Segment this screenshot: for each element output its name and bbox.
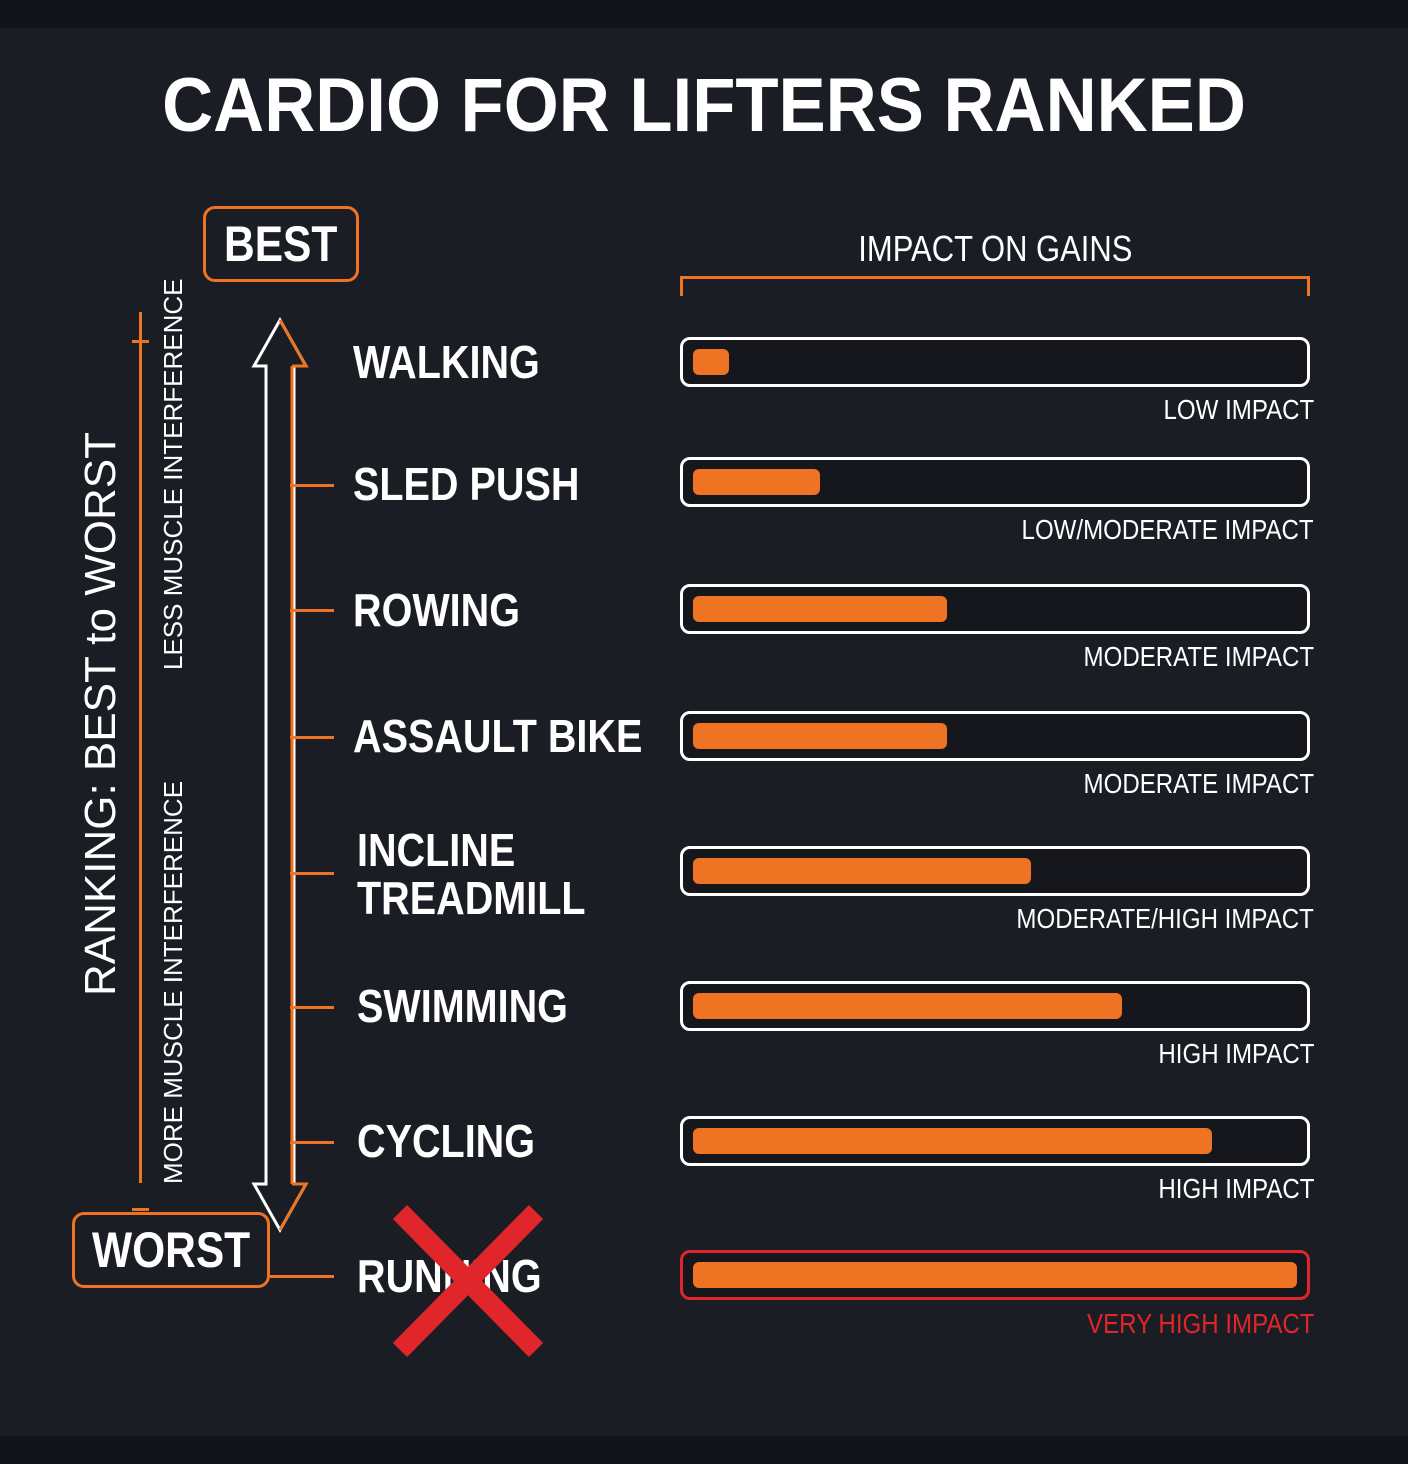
impact-label-rowing: MODERATE IMPACT [680,641,1314,673]
item-label: ROWING [353,584,521,636]
worst-badge-label: WORST [91,1222,251,1278]
item-label: ASSAULT BIKE [353,710,643,762]
bar-fill [693,596,947,622]
impact-text: LOW IMPACT [1163,394,1314,425]
impact-text: HIGH IMPACT [1157,1173,1314,1204]
range-cap-bottom [132,1208,149,1211]
bar-fill [693,723,947,749]
item-incline-treadmill: INCLINE TREADMILL [357,826,623,923]
item-sled-push: SLED PUSH [353,458,616,510]
chart-header-label: IMPACT ON GAINS [857,228,1133,269]
tick-swimming [290,1006,334,1009]
impact-text: MODERATE IMPACT [1083,641,1314,672]
bar-fill [693,993,1122,1019]
best-badge-label: BEST [224,216,338,272]
bar-cycling [680,1116,1310,1166]
tick-assault-bike [290,736,334,739]
impact-text: LOW/MODERATE IMPACT [1021,514,1314,545]
item-cycling: CYCLING [357,1115,564,1167]
bar-fill [693,858,1032,884]
item-label: SWIMMING [357,980,568,1032]
impact-text: VERY HIGH IMPACT [1086,1308,1314,1339]
bar-swimming [680,981,1310,1031]
impact-label-assault-bike: MODERATE IMPACT [680,768,1314,800]
red-x-cross-icon [392,1204,544,1358]
bar-walking [680,337,1310,387]
item-label-line-1: INCLINE [357,824,516,876]
impact-text: MODERATE/HIGH IMPACT [1016,903,1314,934]
worst-badge: WORST [72,1212,270,1288]
bar-fill [693,1128,1213,1154]
tick-sled-push [290,484,334,487]
bar-incline-treadmill [680,846,1310,896]
bar-sled-push [680,457,1310,507]
item-label-line-2: TREADMILL [357,872,586,925]
tick-incline-treadmill [290,872,334,875]
bar-rowing [680,584,1310,634]
less-interference-label: LESS MUSCLE INTERFERENCE [158,278,188,670]
impact-label-cycling: HIGH IMPACT [680,1173,1314,1205]
page-title: CARDIO FOR LIFTERS RANKED [162,63,1246,148]
double-arrow-icon [251,316,309,1234]
item-assault-bike: ASSAULT BIKE [353,710,690,762]
impact-label-running: VERY HIGH IMPACT [680,1308,1314,1340]
bar-fill [693,349,730,375]
interference-range-line [139,312,142,1183]
bar-running [680,1250,1310,1300]
item-swimming: SWIMMING [357,980,602,1032]
item-label: SLED PUSH [353,458,580,510]
item-label: WALKING [353,336,540,388]
impact-label-sled-push: LOW/MODERATE IMPACT [680,514,1314,546]
range-cap-top [132,340,149,343]
impact-text: MODERATE IMPACT [1083,768,1314,799]
item-walking: WALKING [353,336,570,388]
bar-assault-bike [680,711,1310,761]
impact-on-gains-header: IMPACT ON GAINS [680,228,1310,270]
impact-label-incline-treadmill: MODERATE/HIGH IMPACT [680,903,1314,935]
tick-cycling [290,1141,334,1144]
impact-label-walking: LOW IMPACT [680,394,1314,426]
impact-text: HIGH IMPACT [1157,1038,1314,1069]
item-rowing: ROWING [353,584,547,636]
bar-fill [693,1262,1297,1288]
impact-label-swimming: HIGH IMPACT [680,1038,1314,1070]
header-bracket [680,276,1310,296]
best-badge: BEST [203,206,359,282]
item-label: CYCLING [357,1115,536,1167]
worst-connector [270,1275,334,1278]
bar-fill [693,469,820,495]
more-interference-label: MORE MUSCLE INTERFERENCE [158,780,188,1184]
ranking-axis-label: RANKING: BEST to WORST [76,432,125,996]
tick-rowing [290,609,334,612]
